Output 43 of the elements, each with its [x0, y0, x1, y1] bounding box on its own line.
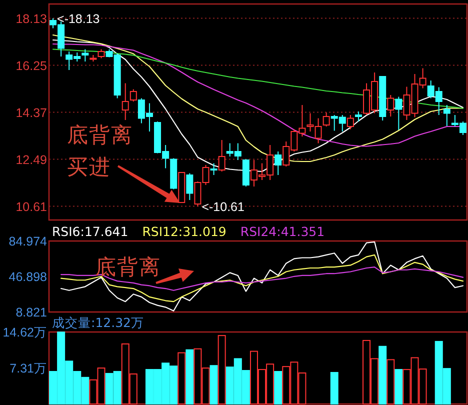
annotation: <-18.13	[57, 12, 100, 26]
y-tick-label: 14.37	[16, 106, 48, 120]
candlestick	[82, 48, 89, 62]
y-tick-label: 8.821	[16, 306, 48, 320]
bar	[274, 370, 282, 404]
bar	[378, 346, 387, 404]
candlestick	[395, 96, 402, 130]
line-series	[60, 254, 464, 302]
bar	[386, 359, 395, 404]
line-series	[60, 241, 464, 312]
y-tick-label: 14.62万	[2, 326, 47, 340]
text: RSI6:17.641	[52, 224, 128, 239]
candlestick	[322, 112, 330, 127]
chart-title: 成交量:12.32万	[52, 315, 144, 330]
y-tick-label: 84.974	[8, 234, 48, 248]
candlestick	[354, 111, 362, 122]
annotation: 买进	[67, 155, 111, 179]
bar	[210, 365, 218, 404]
annotation: 底背离	[67, 123, 133, 147]
y-tick-label: 10.61	[16, 200, 48, 214]
bar	[178, 352, 186, 404]
candlestick	[210, 162, 218, 176]
bar	[186, 349, 194, 404]
candlestick	[346, 114, 354, 130]
candlestick	[274, 151, 282, 176]
candlestick	[387, 94, 394, 117]
y-tick-label: 12.49	[16, 152, 48, 167]
text: RSI24:41.351	[240, 224, 325, 239]
candlestick	[122, 82, 129, 120]
annotation: 底背离	[95, 255, 161, 279]
text: RSI12:31.019	[142, 224, 226, 239]
candlestick	[130, 88, 137, 102]
bar	[218, 335, 226, 404]
annotation: <-10.61	[202, 200, 245, 214]
y-tick-label: 7.31万	[10, 362, 47, 376]
candlestick	[186, 172, 194, 200]
bar	[330, 372, 338, 404]
candlestick	[443, 104, 450, 126]
y-tick-label: 18.13	[16, 12, 48, 26]
candlestick	[218, 140, 226, 172]
y-tick-label: 16.25	[16, 58, 48, 73]
bar	[394, 369, 403, 404]
y-tick-label: 46.898	[8, 270, 48, 284]
